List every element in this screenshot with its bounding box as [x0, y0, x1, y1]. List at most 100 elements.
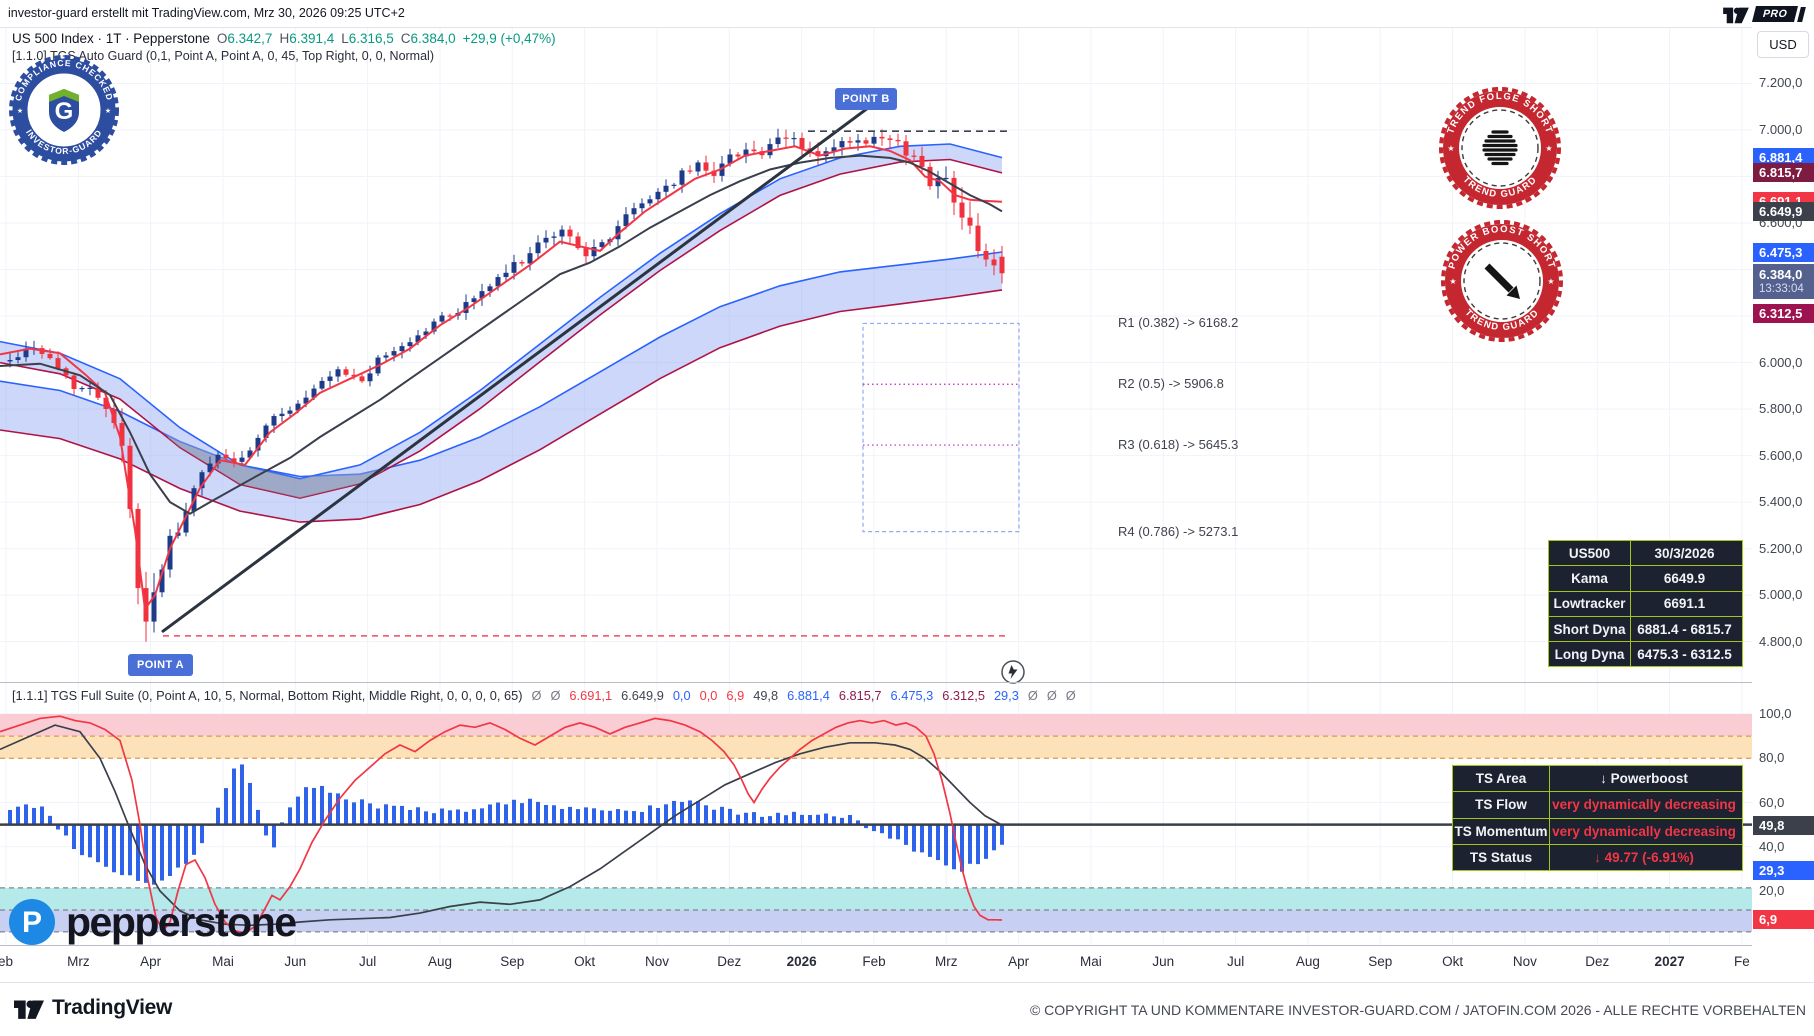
price-level-badge: 6.815,7 [1753, 163, 1814, 183]
full-suite-indicator-title[interactable]: [1.1.1] TGS Full Suite (0, Point A, 10, … [12, 688, 1076, 703]
table-row: Short Dyna 6881.4 - 6815.7 [1549, 615, 1742, 642]
symbol-header: US 500 Index · 1T · Pepperstone O6.342,7… [12, 31, 556, 46]
time-axis-label: Dez [1585, 954, 1610, 969]
time-axis-label: Nov [1512, 954, 1537, 969]
time-axis-label: Mrz [67, 954, 90, 969]
time-axis-label: Sep [500, 954, 525, 969]
header-divider [0, 27, 1814, 28]
table-value-cell: very dynamically decreasing [1552, 797, 1736, 813]
price-tick-label: 5.800,0 [1759, 401, 1803, 417]
time-axis-label: Fe [1734, 954, 1750, 969]
time-axis-label: Jun [284, 954, 307, 969]
tradingview-pro-logo[interactable]: PRO [1722, 4, 1806, 24]
currency-selector[interactable]: USD [1757, 31, 1809, 58]
time-axis-label: Apr [140, 954, 162, 969]
table-label-cell: Lowtracker [1549, 591, 1631, 616]
current-price-time: 13:33:04 [1759, 283, 1804, 295]
table-label-cell: Short Dyna [1549, 616, 1631, 642]
time-axis[interactable]: eb Mrz Apr Mai Jun Jul Aug Sep Okt Nov Dez 2026 Feb M… [0, 948, 1752, 978]
osc-level-badge: 6,9 [1753, 910, 1814, 930]
current-price-badge: 6.384,0 13:33:04 [1753, 264, 1814, 299]
table-value-cell: 6881.4 - 6815.7 [1637, 621, 1732, 637]
retracement-label: R1 (0.382) -> 6168.2 [1118, 315, 1239, 331]
full-suite-value: Ø [1027, 688, 1038, 703]
ohlc-value: L6.316,5 [341, 31, 394, 46]
time-axis-label: Okt [1442, 954, 1464, 969]
full-suite-values: Ø Ø 6.691,1 6.649,9 0,0 0,0 6,9 49,8 6.881,4 6.81… [531, 688, 1075, 703]
time-axis-label: 2027 [1654, 954, 1685, 969]
tradingview-brand[interactable]: TradingView [14, 996, 172, 1020]
ohlc-number: 6.316,5 [348, 31, 394, 46]
change-value: +29,9 (+0,47%) [462, 31, 556, 46]
top-info-bar: investor-guard erstellt mit TradingView.… [0, 0, 1814, 27]
time-axis-label: Jun [1152, 954, 1175, 969]
retracement-label: R4 (0.786) -> 5273.1 [1118, 523, 1239, 539]
table-value-cell: 6475.3 - 6312.5 [1637, 646, 1732, 662]
ohlc-number: 6.342,7 [227, 31, 273, 46]
osc-tick-label: 100,0 [1759, 706, 1792, 721]
full-suite-value: Ø [550, 688, 561, 703]
current-price-value: 6.384,0 [1759, 267, 1803, 282]
full-suite-value: 6.691,1 [569, 688, 613, 703]
time-axis-label: Mrz [935, 954, 958, 969]
full-suite-value: Ø [1065, 688, 1076, 703]
table-value-cell: very dynamically decreasing [1552, 823, 1736, 839]
ohlc-letter: C [400, 31, 411, 46]
table-value-cell: 30/3/2026 [1654, 545, 1715, 561]
osc-tick-label: 80,0 [1759, 750, 1785, 766]
symbol-title[interactable]: US 500 Index · 1T · Pepperstone [12, 31, 210, 46]
price-level-badge: 6.475,3 [1753, 242, 1814, 262]
retracement-label: R2 (0.5) -> 5906.8 [1118, 376, 1224, 392]
osc-level-badge: 29,3 [1753, 860, 1814, 880]
time-axis-label: Okt [574, 954, 596, 969]
price-level-badge: 6.649,9 [1753, 201, 1814, 221]
table-row: Lowtracker 6691.1 [1549, 590, 1742, 616]
price-level-badge: 6.312,5 [1753, 303, 1814, 323]
tradingview-wordmark: TradingView [52, 996, 173, 1019]
time-axis-label: Sep [1368, 954, 1393, 969]
timeaxis-divider [0, 945, 1814, 946]
full-suite-value: 6.475,3 [890, 688, 934, 703]
time-axis-label: Aug [1295, 954, 1320, 969]
pepperstone-watermark: P pepperstone [8, 898, 297, 946]
table-row: TS Momentum very dynamically decreasing [1453, 817, 1742, 844]
full-suite-value: 0,0 [699, 688, 718, 703]
lightning-marker [1001, 660, 1025, 684]
price-tick-label: 5.000,0 [1759, 587, 1803, 603]
table-label-cell: TS Area [1453, 766, 1550, 792]
table-value-cell: ↓ Powerboost [1600, 771, 1688, 787]
table-label-cell: US500 [1549, 541, 1631, 566]
trend-guard-stamp: POWER BOOST SHORT TREND GUARD ★ ★ [1436, 215, 1568, 352]
full-suite-title-text: [1.1.1] TGS Full Suite (0, Point A, 10, … [12, 688, 523, 703]
table-value-cell: 6691.1 [1663, 596, 1706, 612]
table-row: TS Flow very dynamically decreasing [1453, 791, 1742, 818]
table-row: TS Area ↓ Powerboost [1453, 766, 1742, 792]
price-axis[interactable]: USD 7.200,07.000,06.800,06.600,06.400,06… [1752, 27, 1814, 982]
full-suite-value: Ø [1046, 688, 1057, 703]
ohlc-values: O6.342,7 H6.391,4 L6.316,5 C6.384,0 [217, 31, 456, 46]
osc-tick-label: 40,0 [1759, 838, 1785, 854]
full-suite-value: 29,3 [993, 688, 1019, 703]
price-tick-label: 5.600,0 [1759, 447, 1803, 463]
svg-text:★: ★ [17, 107, 23, 115]
ohlc-number: 6.384,0 [410, 31, 456, 46]
full-suite-value: Ø [531, 688, 542, 703]
svg-text:★: ★ [1449, 277, 1456, 286]
table-label-cell: TS Momentum [1453, 818, 1550, 844]
table-label-cell: Kama [1549, 566, 1631, 591]
pro-slash-decoration [1797, 6, 1806, 22]
tradingview-icon [1722, 7, 1749, 24]
trend-guard-stamp: TREND FOLGE SHORT TREND GUARD ★ ★ [1434, 82, 1566, 219]
ts-status-table: TS Area ↓ Powerboost TS Flow very dynamical… [1452, 765, 1743, 872]
time-axis-label: Apr [1008, 954, 1030, 969]
pepperstone-wordmark: pepperstone [66, 898, 297, 945]
pepperstone-icon: P [9, 899, 55, 945]
ohlc-value: C6.384,0 [401, 31, 456, 46]
ohlc-letter: O [216, 31, 228, 46]
pro-badge: PRO [1751, 6, 1798, 22]
footer-bar: TradingView © COPYRIGHT TA UND KOMMENTAR… [0, 982, 1814, 1036]
table-label-cell: Long Dyna [1549, 642, 1631, 667]
ohlc-value: O6.342,7 [217, 31, 273, 46]
time-axis-label: Nov [644, 954, 669, 969]
svg-text:★: ★ [1545, 144, 1552, 153]
